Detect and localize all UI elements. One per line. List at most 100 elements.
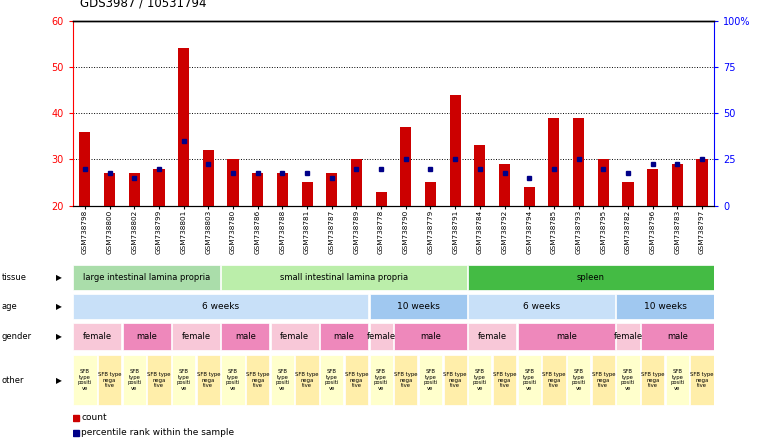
Text: SFB
type
positi
ve: SFB type positi ve xyxy=(473,369,487,391)
Text: SFB type
nega
tive: SFB type nega tive xyxy=(443,372,467,388)
Bar xyxy=(597,159,609,206)
Text: SFB type
nega
tive: SFB type nega tive xyxy=(246,372,270,388)
Bar xyxy=(665,355,689,405)
Bar xyxy=(376,192,387,206)
Bar xyxy=(73,265,220,290)
Text: female: female xyxy=(181,332,211,341)
Text: 10 weeks: 10 weeks xyxy=(643,302,686,311)
Bar xyxy=(518,323,615,350)
Text: ▶: ▶ xyxy=(56,302,62,311)
Bar xyxy=(370,355,393,405)
Bar xyxy=(672,164,683,206)
Bar xyxy=(270,355,294,405)
Text: male: male xyxy=(420,332,441,341)
Bar xyxy=(228,159,238,206)
Text: male: male xyxy=(667,332,688,341)
Bar xyxy=(326,173,338,206)
Bar xyxy=(202,150,214,206)
Bar xyxy=(172,355,196,405)
Text: male: male xyxy=(136,332,157,341)
Text: SFB
type
positi
ve: SFB type positi ve xyxy=(571,369,586,391)
Bar xyxy=(73,355,96,405)
Text: female: female xyxy=(280,332,309,341)
Text: SFB
type
positi
ve: SFB type positi ve xyxy=(226,369,240,391)
Bar xyxy=(370,323,393,350)
Bar xyxy=(400,127,411,206)
Text: SFB type
nega
tive: SFB type nega tive xyxy=(493,372,516,388)
Text: SFB
type
positi
ve: SFB type positi ve xyxy=(423,369,438,391)
Text: spleen: spleen xyxy=(577,273,605,282)
Bar xyxy=(123,323,170,350)
Bar xyxy=(493,355,516,405)
Bar xyxy=(277,173,288,206)
Text: SFB type
nega
tive: SFB type nega tive xyxy=(196,372,220,388)
Bar xyxy=(691,355,714,405)
Text: SFB
type
positi
ve: SFB type positi ve xyxy=(78,369,92,391)
Bar xyxy=(641,323,714,350)
Text: female: female xyxy=(83,332,112,341)
Bar xyxy=(518,355,541,405)
Text: male: male xyxy=(555,332,577,341)
Bar xyxy=(302,182,312,206)
Text: SFB
type
positi
ve: SFB type positi ve xyxy=(127,369,141,391)
Text: male: male xyxy=(334,332,354,341)
Bar xyxy=(222,355,244,405)
Text: small intestinal lamina propria: small intestinal lamina propria xyxy=(280,273,408,282)
Bar xyxy=(523,187,535,206)
Text: 6 weeks: 6 weeks xyxy=(202,302,239,311)
Bar xyxy=(617,355,639,405)
Text: female: female xyxy=(367,332,396,341)
Bar xyxy=(104,173,115,206)
Text: SFB type
nega
tive: SFB type nega tive xyxy=(591,372,615,388)
Bar xyxy=(474,146,485,206)
Bar xyxy=(419,355,442,405)
Text: SFB type
nega
tive: SFB type nega tive xyxy=(147,372,170,388)
Text: gender: gender xyxy=(2,332,31,341)
Bar xyxy=(468,265,714,290)
Bar xyxy=(252,173,264,206)
Bar xyxy=(98,355,121,405)
Text: male: male xyxy=(235,332,256,341)
Bar xyxy=(320,323,368,350)
Text: SFB type
nega
tive: SFB type nega tive xyxy=(690,372,714,388)
Text: SFB type
nega
tive: SFB type nega tive xyxy=(542,372,565,388)
Text: SFB type
nega
tive: SFB type nega tive xyxy=(394,372,418,388)
Bar xyxy=(320,355,343,405)
Bar xyxy=(73,293,368,319)
Text: 10 weeks: 10 weeks xyxy=(397,302,439,311)
Bar xyxy=(128,173,140,206)
Bar xyxy=(370,293,467,319)
Bar xyxy=(394,323,467,350)
Bar xyxy=(351,159,362,206)
Bar xyxy=(222,323,269,350)
Bar xyxy=(345,355,368,405)
Text: large intestinal lamina propria: large intestinal lamina propria xyxy=(83,273,210,282)
Bar xyxy=(178,48,189,206)
Bar xyxy=(270,323,319,350)
Bar xyxy=(296,355,319,405)
Bar xyxy=(394,355,417,405)
Bar xyxy=(647,169,659,206)
Bar xyxy=(425,182,436,206)
Bar xyxy=(697,159,707,206)
Bar xyxy=(549,118,559,206)
Bar xyxy=(147,355,170,405)
Bar xyxy=(591,355,615,405)
Bar xyxy=(623,182,633,206)
Bar xyxy=(468,293,615,319)
Text: female: female xyxy=(478,332,507,341)
Text: ▶: ▶ xyxy=(56,376,62,385)
Text: SFB
type
positi
ve: SFB type positi ve xyxy=(176,369,191,391)
Text: SFB type
nega
tive: SFB type nega tive xyxy=(345,372,368,388)
Text: SFB
type
positi
ve: SFB type positi ve xyxy=(374,369,388,391)
Text: SFB type
nega
tive: SFB type nega tive xyxy=(98,372,121,388)
Bar xyxy=(468,355,491,405)
Text: SFB type
nega
tive: SFB type nega tive xyxy=(296,372,319,388)
Text: SFB type
nega
tive: SFB type nega tive xyxy=(641,372,665,388)
Bar xyxy=(246,355,269,405)
Text: SFB
type
positi
ve: SFB type positi ve xyxy=(275,369,290,391)
Bar xyxy=(641,355,664,405)
Text: GDS3987 / 10531794: GDS3987 / 10531794 xyxy=(80,0,207,9)
Text: ▶: ▶ xyxy=(56,332,62,341)
Text: count: count xyxy=(81,413,107,422)
